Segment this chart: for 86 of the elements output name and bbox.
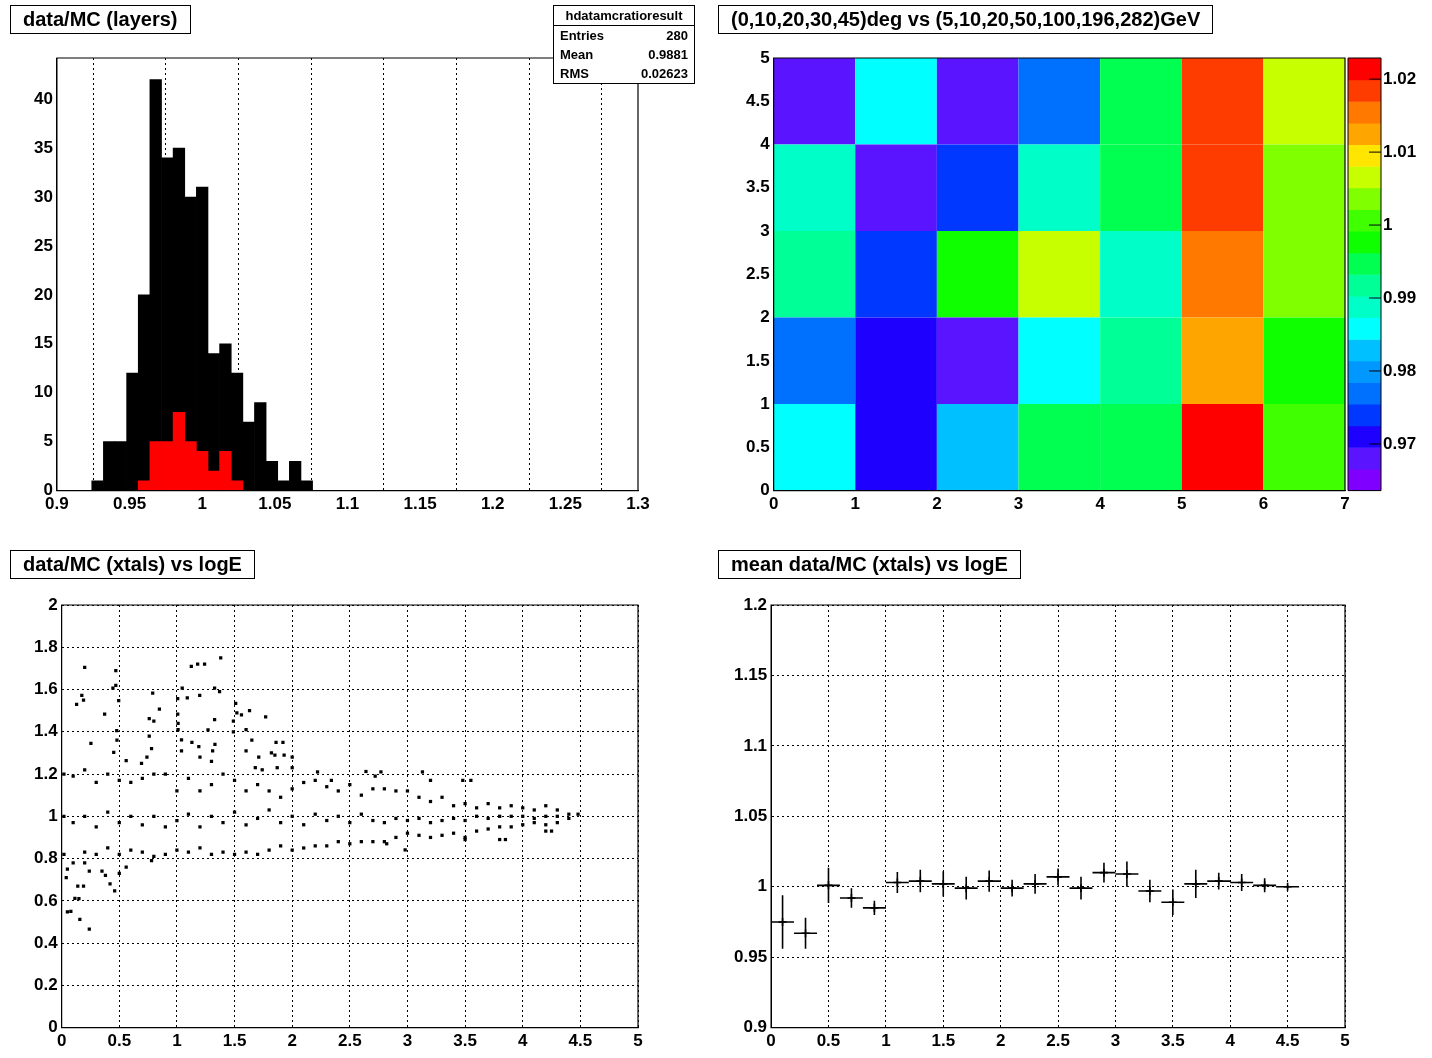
x-tick-label: 2.5 bbox=[338, 1031, 362, 1051]
x-tick-label: 0.5 bbox=[816, 1031, 841, 1051]
y-tick-label: 1.8 bbox=[33, 636, 58, 656]
y-tick-label: 10 bbox=[33, 382, 53, 402]
y-tick-label: 0 bbox=[760, 480, 770, 500]
y-tick-label: 2 bbox=[760, 307, 770, 327]
chart-title: (0,10,20,30,45)deg vs (5,10,20,50,100,196,282)GeV bbox=[718, 5, 1214, 34]
x-tick-label: 2 bbox=[287, 1031, 297, 1051]
y-tick-label: 1.2 bbox=[33, 763, 58, 783]
y-tick-label: 40 bbox=[33, 88, 53, 108]
y-tick-label: 4.5 bbox=[745, 90, 770, 110]
x-tick-label: 3 bbox=[1110, 1031, 1121, 1051]
chart-title: data/MC (xtals) vs logE bbox=[10, 550, 255, 579]
y-tick-label: 0.5 bbox=[745, 437, 770, 457]
x-tick-label: 4.5 bbox=[1275, 1031, 1300, 1051]
color-bar-label: 1 bbox=[1383, 214, 1393, 234]
x-tick-label: 1.3 bbox=[626, 494, 650, 514]
y-tick-label: 1.15 bbox=[733, 665, 768, 685]
x-tick-label: 2.5 bbox=[1046, 1031, 1070, 1051]
y-tick-label: 5 bbox=[43, 431, 53, 451]
y-tick-label: 3.5 bbox=[745, 177, 770, 197]
y-tick-label: 2.5 bbox=[745, 263, 770, 283]
x-tick-label: 6 bbox=[1258, 494, 1269, 514]
x-tick-label: 3.5 bbox=[453, 1031, 477, 1051]
text: Entries 280 bbox=[560, 28, 688, 43]
color-bar-label: 1.01 bbox=[1383, 141, 1417, 161]
x-tick-label: 2 bbox=[932, 494, 942, 514]
x-tick-label: 1.5 bbox=[931, 1031, 956, 1051]
x-tick-label: 3 bbox=[402, 1031, 413, 1051]
x-tick-label: 1 bbox=[197, 494, 207, 514]
y-tick-label: 0.2 bbox=[33, 975, 58, 995]
y-tick-label: 30 bbox=[33, 186, 53, 206]
x-tick-label: 3 bbox=[1013, 494, 1024, 514]
y-tick-label: 1 bbox=[757, 876, 768, 896]
x-tick-label: 0.5 bbox=[107, 1031, 132, 1051]
y-tick-label: 1.05 bbox=[733, 805, 768, 825]
x-tick-label: 4 bbox=[1225, 1031, 1236, 1051]
x-tick-label: 1 bbox=[850, 494, 860, 514]
y-tick-label: 1.5 bbox=[745, 350, 770, 370]
y-tick-label: 1.1 bbox=[743, 735, 768, 755]
y-tick-label: 2 bbox=[48, 594, 58, 614]
x-tick-label: 1.2 bbox=[480, 494, 505, 514]
color-bar-label: 1.02 bbox=[1383, 68, 1417, 88]
color-bar-label: 0.99 bbox=[1383, 287, 1417, 307]
chart-title: data/MC (layers) bbox=[10, 5, 191, 34]
x-tick-label: 1.25 bbox=[548, 494, 582, 514]
y-tick-label: 1.2 bbox=[743, 594, 768, 614]
x-tick-label: 4.5 bbox=[568, 1031, 593, 1051]
y-tick-label: 0.8 bbox=[33, 848, 58, 868]
y-tick-label: 1.6 bbox=[33, 679, 58, 699]
x-tick-label: 2 bbox=[995, 1031, 1006, 1051]
y-tick-label: 25 bbox=[33, 235, 53, 255]
y-tick-label: 1 bbox=[760, 393, 770, 413]
x-tick-label: 1.05 bbox=[258, 494, 292, 514]
x-tick-label: 1 bbox=[172, 1031, 182, 1051]
y-tick-label: 1.4 bbox=[33, 721, 59, 741]
x-tick-label: 1.5 bbox=[222, 1031, 247, 1051]
y-tick-label: 0.9 bbox=[743, 1017, 768, 1037]
y-tick-label: 0 bbox=[48, 1017, 58, 1037]
chart-title: mean data/MC (xtals) vs logE bbox=[718, 550, 1021, 579]
text: Mean 0.9881 bbox=[560, 47, 688, 62]
y-tick-label: 0.95 bbox=[733, 946, 768, 966]
x-tick-label: 5 bbox=[1177, 494, 1187, 514]
x-tick-label: 1 bbox=[881, 1031, 891, 1051]
x-tick-label: 7 bbox=[1340, 494, 1350, 514]
x-tick-label: 4 bbox=[1095, 494, 1106, 514]
x-tick-label: 5 bbox=[633, 1031, 643, 1051]
x-tick-label: 1.1 bbox=[335, 494, 360, 514]
x-tick-label: 5 bbox=[1340, 1031, 1350, 1051]
y-tick-label: 15 bbox=[33, 333, 53, 353]
text: hdatamcratioresult bbox=[554, 6, 694, 26]
y-tick-label: 35 bbox=[33, 137, 53, 157]
color-bar-label: 0.98 bbox=[1383, 360, 1417, 380]
x-tick-label: 0.95 bbox=[113, 494, 147, 514]
y-tick-label: 3 bbox=[760, 220, 770, 240]
text: RMS 0.02623 bbox=[560, 66, 688, 81]
x-tick-label: 1.15 bbox=[403, 494, 437, 514]
x-tick-label: 4 bbox=[517, 1031, 528, 1051]
y-tick-label: 1 bbox=[48, 805, 58, 825]
y-tick-label: 20 bbox=[33, 284, 53, 304]
color-bar-label: 0.97 bbox=[1383, 433, 1417, 453]
x-tick-label: 3.5 bbox=[1161, 1031, 1185, 1051]
y-tick-label: 5 bbox=[760, 47, 770, 67]
y-tick-label: 0.4 bbox=[33, 932, 59, 952]
y-tick-label: 0.6 bbox=[33, 890, 58, 910]
y-tick-label: 4 bbox=[760, 134, 771, 154]
